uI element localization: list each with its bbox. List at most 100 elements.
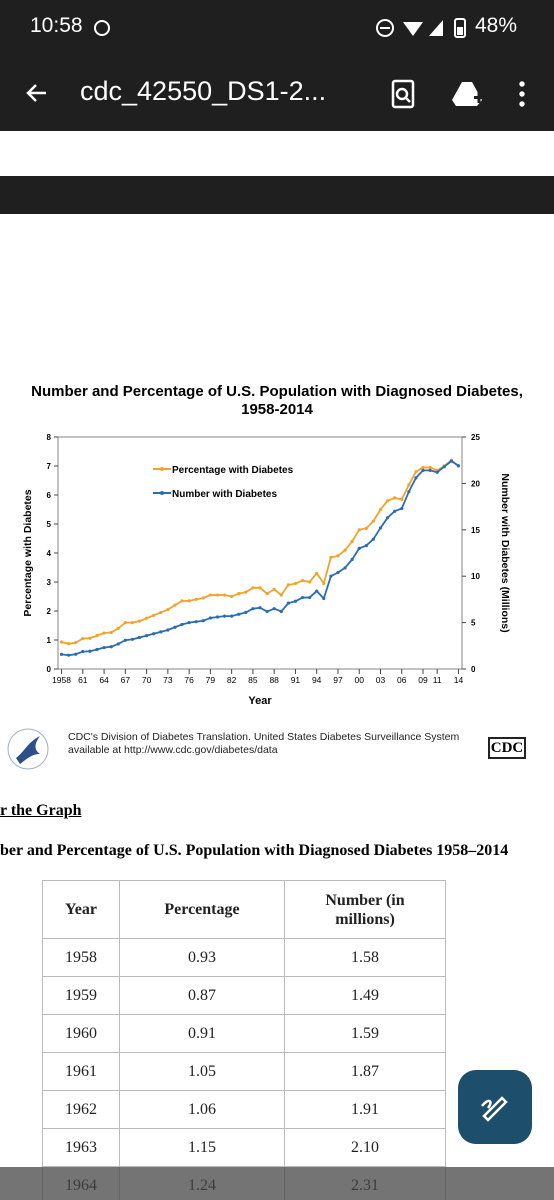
data-point bbox=[152, 632, 156, 636]
table-cell: 1961 bbox=[42, 1052, 120, 1091]
data-point bbox=[265, 592, 269, 596]
data-point bbox=[187, 599, 191, 603]
data-point bbox=[442, 465, 446, 469]
data-point bbox=[152, 613, 156, 617]
data-point bbox=[421, 465, 425, 470]
data-point bbox=[67, 653, 71, 657]
table-row: 1960 0.91 1.59 bbox=[42, 1014, 446, 1053]
legend-marker bbox=[160, 467, 164, 471]
data-point bbox=[130, 621, 135, 625]
data-point bbox=[74, 641, 78, 645]
x-tick-label: 09 bbox=[418, 675, 428, 685]
data-point bbox=[428, 468, 432, 473]
column-header: Year bbox=[42, 880, 120, 939]
data-point bbox=[81, 636, 85, 641]
data-point bbox=[230, 594, 234, 599]
status-icons bbox=[376, 18, 466, 38]
data-point bbox=[180, 599, 184, 603]
x-tick-label: 03 bbox=[376, 675, 386, 685]
column-header: Number (in millions) bbox=[284, 880, 446, 939]
data-point bbox=[279, 593, 283, 597]
data-point bbox=[208, 616, 212, 620]
data-point bbox=[300, 578, 305, 583]
data-point bbox=[293, 581, 298, 586]
table-row: 1961 1.05 1.87 bbox=[42, 1052, 446, 1091]
data-point bbox=[88, 636, 92, 640]
data-point bbox=[400, 497, 404, 501]
chart-title: Number and Percentage of U.S. Population… bbox=[31, 383, 523, 400]
data-point bbox=[329, 574, 333, 578]
page-divider bbox=[0, 176, 554, 214]
table-cell: 1.06 bbox=[119, 1090, 285, 1129]
data-point bbox=[222, 614, 227, 618]
table-cell: 1960 bbox=[42, 1014, 120, 1053]
data-point bbox=[308, 595, 312, 600]
data-point bbox=[315, 571, 319, 575]
back-button[interactable] bbox=[22, 78, 52, 108]
data-point bbox=[393, 496, 397, 500]
data-point bbox=[258, 606, 262, 610]
data-point bbox=[237, 592, 241, 596]
data-point bbox=[237, 612, 241, 616]
column-header: Percentage bbox=[119, 880, 285, 939]
x-axis-label: Year bbox=[248, 695, 272, 707]
data-point bbox=[251, 607, 255, 611]
x-tick-label: 1958 bbox=[52, 675, 71, 685]
series-line bbox=[61, 459, 460, 645]
data-point bbox=[315, 589, 319, 593]
table-cell: 1.15 bbox=[119, 1128, 285, 1167]
data-point bbox=[208, 593, 212, 597]
table-cell: 1.87 bbox=[284, 1052, 446, 1091]
data-point bbox=[272, 607, 276, 611]
data-point bbox=[371, 537, 376, 541]
legend-label: Number with Diabetes bbox=[172, 489, 277, 500]
data-point bbox=[116, 642, 120, 646]
data-point bbox=[385, 516, 390, 520]
y-tick-label: 3 bbox=[47, 578, 52, 587]
x-tick-label: 64 bbox=[99, 675, 109, 685]
data-point bbox=[59, 652, 64, 656]
data-point bbox=[74, 652, 78, 656]
data-point bbox=[343, 566, 347, 570]
dnd-icon bbox=[94, 20, 110, 36]
data-point bbox=[364, 543, 368, 548]
data-point bbox=[357, 528, 361, 532]
table-title: ber and Percentage of U.S. Population wi… bbox=[0, 842, 509, 859]
y2-axis-label: Number with Diabetes (Millions) bbox=[499, 473, 511, 632]
table-cell: 1.49 bbox=[284, 976, 446, 1015]
cdc-logo: CDC bbox=[488, 737, 526, 759]
search-doc-button[interactable] bbox=[388, 78, 418, 110]
data-point bbox=[378, 507, 383, 512]
data-point bbox=[180, 622, 184, 627]
data-point bbox=[350, 557, 354, 562]
data-point bbox=[137, 635, 142, 640]
table-cell: 1958 bbox=[42, 938, 120, 977]
menu-button[interactable] bbox=[515, 80, 529, 110]
data-point bbox=[449, 459, 453, 463]
x-tick-label: 11 bbox=[433, 675, 442, 685]
data-point bbox=[173, 603, 177, 607]
data-point bbox=[137, 619, 142, 623]
data-point bbox=[194, 620, 198, 624]
annotate-button[interactable] bbox=[458, 1070, 532, 1144]
legend-label: Percentage with Diabetes bbox=[172, 465, 294, 476]
data-point bbox=[244, 590, 248, 594]
data-point bbox=[286, 583, 290, 587]
data-point bbox=[123, 638, 127, 642]
x-tick-label: 97 bbox=[333, 675, 343, 685]
data-point bbox=[329, 555, 333, 559]
data-point bbox=[123, 621, 127, 625]
data-table: Year Percentage Number (in millions) 195… bbox=[42, 880, 446, 1200]
x-tick-label: 88 bbox=[269, 675, 279, 685]
data-point bbox=[159, 630, 163, 634]
table-cell: 1.59 bbox=[284, 1014, 446, 1053]
data-point bbox=[428, 465, 432, 470]
data-point bbox=[300, 595, 305, 600]
app-bar: 10:58 48% cdc_42550_DS1-2... bbox=[0, 0, 554, 131]
document-title: cdc_42550_DS1-2... bbox=[80, 76, 327, 106]
drive-button[interactable] bbox=[450, 78, 486, 110]
data-point bbox=[322, 596, 326, 601]
y2-tick-label: 10 bbox=[471, 572, 480, 581]
table-cell: 2.10 bbox=[284, 1128, 446, 1167]
table-cell: 1.91 bbox=[284, 1090, 446, 1129]
